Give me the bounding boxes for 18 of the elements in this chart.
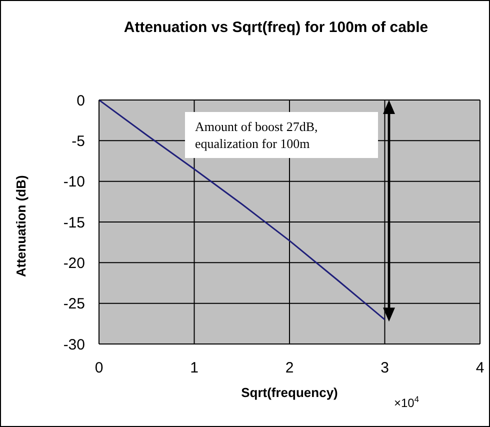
text-box: Amount of boost 27dB, equalization for 100m (185, 112, 378, 158)
y-tick-label: -20 (63, 254, 85, 272)
y-tick-label: -10 (63, 174, 85, 191)
text: ×10$^{4}$ (394, 394, 420, 410)
y-tick-label: -30 (63, 336, 85, 354)
y-tick-label: 0 (76, 92, 85, 110)
y-tick-label: -25 (63, 296, 85, 313)
x-tick-label: 4 (476, 360, 484, 377)
chart-title: Attenuation vs Sqrt(freq) for 100m of cable (122, 19, 430, 36)
x-tick-label: 0 (94, 360, 104, 377)
line-series (99, 100, 386, 320)
x-tick-label: 2 (285, 360, 294, 377)
y-tick-label: -15 (63, 214, 85, 232)
x-axis-title: Sqrt(frequency) (241, 385, 338, 400)
x-tick-label: 1 (190, 360, 198, 377)
y-tick-label: -5 (72, 132, 85, 150)
y-axis-title: Attenuation (dB) (14, 175, 29, 277)
x-tick-label: 3 (380, 360, 389, 377)
